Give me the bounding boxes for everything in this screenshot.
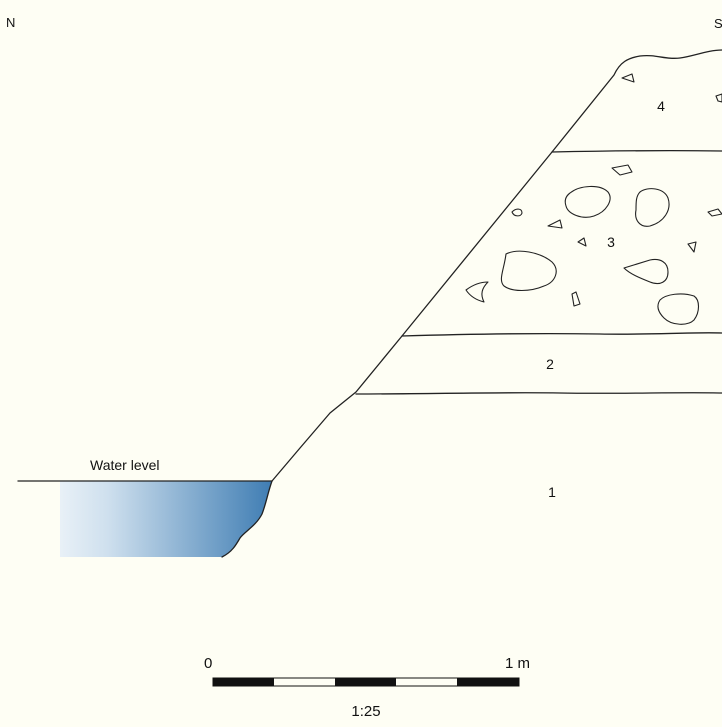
stone — [623, 258, 669, 285]
stone — [500, 250, 557, 292]
scale-end-label: 1 m — [505, 655, 530, 672]
orientation-north: N — [6, 15, 15, 30]
orientation-south: S — [714, 16, 722, 31]
layer-1-label: 1 — [548, 484, 556, 500]
boundary-2-3 — [401, 332, 722, 337]
stone — [707, 208, 722, 217]
boundary-1-2 — [355, 392, 722, 395]
stone — [511, 208, 523, 217]
scale-segment — [335, 678, 396, 686]
layer-3-label: 3 — [607, 234, 615, 250]
boundary-3-4 — [551, 149, 722, 153]
stone — [621, 73, 635, 83]
stone — [571, 291, 581, 307]
stone — [715, 93, 722, 103]
stone — [611, 164, 633, 176]
stone — [564, 185, 611, 218]
layer-4-label: 4 — [657, 98, 665, 114]
water-body — [18, 481, 272, 557]
stone — [465, 281, 489, 303]
scale-bar: 0 1 m 1:25 — [204, 655, 530, 720]
scale-ratio-label: 1:25 — [351, 703, 380, 720]
scale-start-label: 0 — [204, 655, 212, 672]
bank-underwater-edge — [221, 480, 273, 558]
scale-segment — [457, 678, 519, 686]
stone — [547, 219, 563, 229]
slope-profile — [271, 49, 722, 482]
stone — [687, 241, 697, 253]
stone — [657, 293, 700, 325]
stone — [635, 188, 670, 227]
stone — [577, 237, 587, 247]
layer-2-label: 2 — [546, 356, 554, 372]
scale-segment — [213, 678, 274, 686]
water-level-label: Water level — [90, 457, 160, 473]
